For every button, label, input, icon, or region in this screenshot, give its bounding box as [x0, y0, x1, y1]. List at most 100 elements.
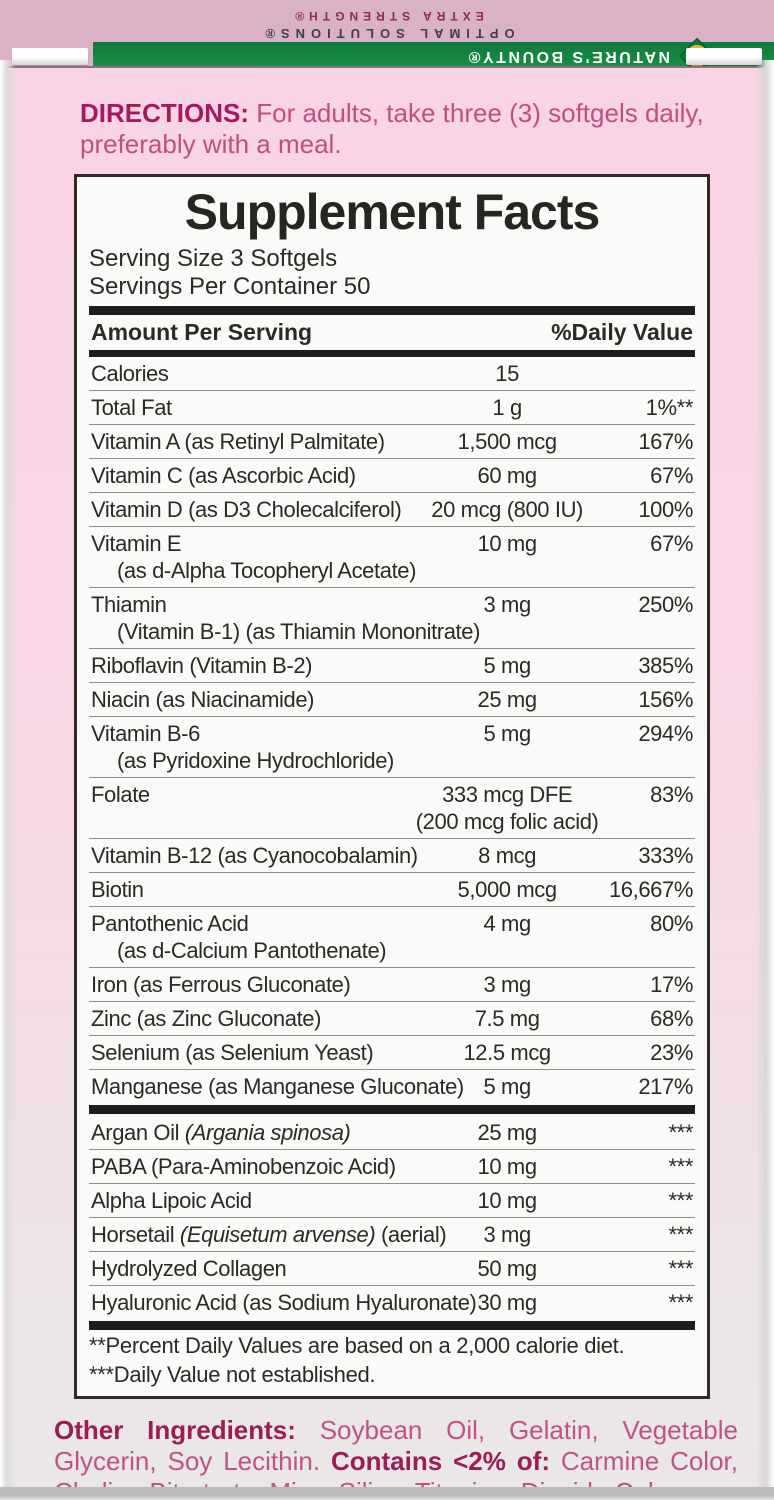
footnote-dv-not-established: ***Daily Value not established.: [89, 1362, 376, 1387]
box-closure-tab-right: [686, 48, 762, 65]
nutrient-name: Argan Oil (Argania spinosa): [91, 1120, 351, 1145]
flap-optimal-solutions: OPTIMAL SOLUTIONS®: [259, 26, 515, 41]
table-row: Vitamin D (as D3 Cholecalciferol) 20 mcg …: [89, 492, 695, 526]
nutrient-amount: 15: [495, 361, 519, 386]
nutrient-daily-value: 156%: [638, 687, 693, 712]
nutrient-amount: 10 mg: [477, 1154, 538, 1179]
nutrient-name: Folate: [91, 782, 150, 807]
nutrient-daily-value: 17%: [650, 972, 693, 997]
nutrient-amount: 1,500 mcg: [457, 429, 558, 454]
table-row: Iron (as Ferrous Gluconate) 3 mg 17%: [89, 967, 695, 1001]
brand-name: NATURE'S BOUNTY®: [466, 48, 670, 65]
brand-banner: NATURE'S BOUNTY®: [92, 37, 774, 66]
table-row: Hyaluronic Acid (as Sodium Hyaluronate) 3…: [89, 1285, 695, 1319]
nutrient-daily-value: 100%: [638, 497, 693, 522]
table-row: Alpha Lipoic Acid 10 mg ***: [89, 1183, 695, 1217]
nutrient-amount: 10 mg: [477, 531, 538, 556]
text-segment: Other Ingredients:: [54, 1415, 320, 1445]
nutrient-daily-value: 294%: [638, 721, 693, 746]
nutrient-daily-value: 83%: [650, 782, 693, 807]
nutrient-amount: 3 mg: [483, 1222, 531, 1247]
nutrient-amount: 333 mcg DFE (200 mcg folic acid): [415, 782, 599, 834]
nutrient-amount: 5 mg: [483, 721, 531, 746]
nutrient-amount: 5,000 mcg: [457, 877, 558, 902]
table-row: Hydrolyzed Collagen 50 mg ***: [89, 1251, 695, 1285]
nutrient-amount: 10 mg: [477, 1188, 538, 1213]
table-row: Pantothenic Acid (as d-Calcium Pantothena…: [89, 906, 695, 967]
table-row: Vitamin E (as d-Alpha Tocopheryl Acetate)…: [89, 526, 695, 587]
directions-body: For adults, take three (3) softgels dail…: [80, 98, 704, 159]
nutrient-amount: 7.5 mg: [474, 1006, 540, 1031]
nutrient-name-sub: (as Pyridoxine Hydrochloride): [117, 748, 394, 773]
divider-bar: [89, 350, 695, 357]
nutrient-amount: 12.5 mcg: [463, 1040, 551, 1065]
nutrient-name: Manganese (as Manganese Gluconate): [91, 1074, 464, 1099]
divider-bar: [89, 1321, 695, 1330]
table-row: Folate 333 mcg DFE (200 mcg folic acid) 83%: [89, 777, 695, 838]
nutrient-name: Selenium (as Selenium Yeast): [91, 1040, 374, 1065]
nutrient-name: Vitamin B-12 (as Cyanocobalamin): [91, 843, 418, 868]
nutrient-amount-sub: (200 mcg folic acid): [415, 809, 599, 834]
servings-per-container: Servings Per Container 50: [89, 273, 371, 300]
nutrient-name: Biotin: [91, 877, 144, 902]
nutrient-amount: 60 mg: [477, 463, 538, 488]
text-segment: Soybean Oil, Gelatin, Vegetable Glycerin…: [54, 1415, 738, 1476]
footnote-daily-values: **Percent Daily Values are based on a 2,…: [89, 1333, 625, 1358]
nutrient-amount: 20 mcg (800 IU): [431, 497, 583, 522]
nutrient-name: PABA (Para-Aminobenzoic Acid): [91, 1154, 396, 1179]
nutrient-amount: 3 mg: [483, 972, 531, 997]
flap-product-name: HAIR: [0, 0, 774, 10]
nutrient-name-sub: (Vitamin B-1) (as Thiamin Mononitrate): [117, 619, 481, 644]
nutrient-amount: 25 mg: [477, 1120, 538, 1145]
nutrient-amount: 5 mg: [483, 1074, 531, 1099]
table-row: Selenium (as Selenium Yeast) 12.5 mcg 23%: [89, 1035, 695, 1069]
nutrient-name: Pantothenic Acid (as d-Calcium Pantothena…: [91, 910, 693, 964]
serving-size: Serving Size 3 Softgels: [89, 245, 338, 272]
nutrient-daily-value: 68%: [650, 1006, 693, 1031]
nutrient-name: Hyaluronic Acid (as Sodium Hyaluronate): [91, 1290, 477, 1315]
nutrient-daily-value: 1%**: [645, 395, 694, 420]
nutrient-daily-value: 385%: [638, 653, 693, 678]
nutrient-name: Zinc (as Zinc Gluconate): [91, 1006, 322, 1031]
nutrient-daily-value: 167%: [638, 429, 693, 454]
supplement-facts-panel: Supplement Facts Serving Size 3 Softgels…: [74, 174, 710, 1399]
nutrient-amount: 4 mg: [483, 911, 531, 936]
nutrient-amount: 30 mg: [477, 1290, 538, 1315]
table-row: Riboflavin (Vitamin B-2) 5 mg 385%: [89, 648, 695, 682]
nutrient-daily-value: 333%: [638, 843, 693, 868]
table-row: Vitamin C (as Ascorbic Acid) 60 mg 67%: [89, 458, 695, 492]
other-ingredients: Other Ingredients: Soybean Oil, Gelatin,…: [54, 1415, 738, 1500]
directions-label: DIRECTIONS:: [80, 98, 249, 128]
nutrient-daily-value: ***: [668, 1120, 694, 1145]
nutrient-name: Riboflavin (Vitamin B-2): [91, 653, 313, 678]
flap-rotated-content: NATURE'S BOUNTY® OPTIMAL SOLUTIONS® EXTR…: [0, 0, 774, 66]
flap-extra-strength: EXTRA STRENGTH®: [290, 9, 484, 23]
box-left-edge: [0, 60, 16, 1500]
nutrient-name-sub: (as d-Calcium Pantothenate): [117, 938, 387, 963]
nutrient-name: Vitamin B-6 (as Pyridoxine Hydrochloride): [91, 720, 693, 774]
table-row: Total Fat 1 g 1%**: [89, 390, 695, 424]
directions-text: DIRECTIONS: For adults, take three (3) s…: [80, 98, 710, 160]
nutrient-name: Vitamin C (as Ascorbic Acid): [91, 463, 356, 488]
table-row: PABA (Para-Aminobenzoic Acid) 10 mg ***: [89, 1149, 695, 1183]
text-segment: Contains <2% of:: [330, 1446, 561, 1476]
supplement-facts-title: Supplement Facts: [184, 184, 601, 240]
nutrient-daily-value: ***: [668, 1154, 694, 1179]
nutrient-amount: 25 mg: [477, 687, 538, 712]
nutrient-daily-value: 67%: [650, 463, 693, 488]
nutrient-daily-value: 16,667%: [608, 877, 693, 902]
nutrient-name: Vitamin D (as D3 Cholecalciferol): [91, 497, 402, 522]
box-top-flap: NATURE'S BOUNTY® OPTIMAL SOLUTIONS® EXTR…: [0, 0, 774, 68]
table-row: Niacin (as Niacinamide) 25 mg 156%: [89, 682, 695, 716]
nutrient-name: Alpha Lipoic Acid: [91, 1188, 252, 1213]
nutrient-daily-value: ***: [668, 1188, 694, 1213]
table-row: Biotin 5,000 mcg 16,667%: [89, 872, 695, 906]
nutrient-daily-value: 80%: [650, 911, 693, 936]
table-header: Amount Per Serving %Daily Value: [89, 315, 695, 350]
table-row: Zinc (as Zinc Gluconate) 7.5 mg 68%: [89, 1001, 695, 1035]
nutrients-table-section-2: Argan Oil (Argania spinosa) 25 mg *** PABA …: [89, 1116, 695, 1319]
nutrient-name-sub: (as d-Alpha Tocopheryl Acetate): [117, 558, 417, 583]
box-back-panel: DIRECTIONS: For adults, take three (3) s…: [0, 68, 774, 1500]
nutrient-name: Hydrolyzed Collagen: [91, 1256, 287, 1281]
nutrient-daily-value: 250%: [638, 592, 693, 617]
